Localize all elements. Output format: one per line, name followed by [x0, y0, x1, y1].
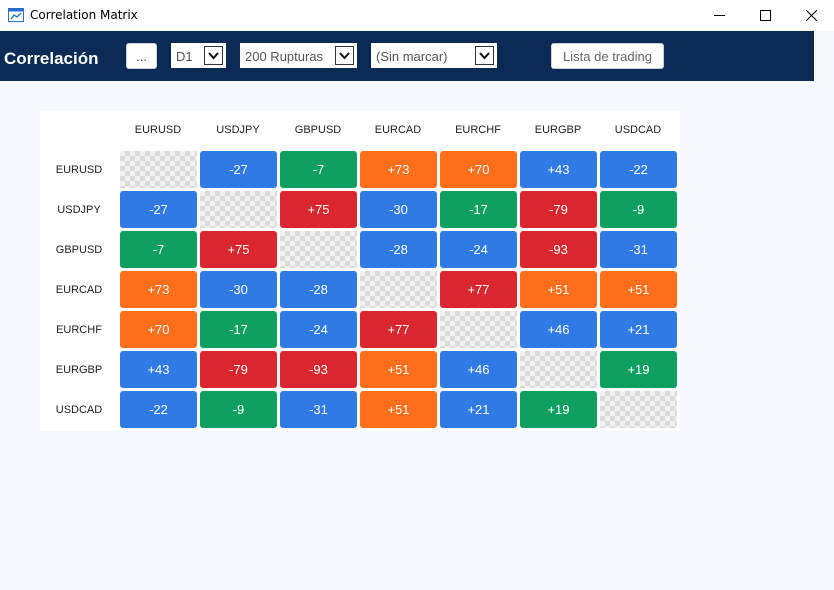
correlation-cell[interactable]: +46 — [520, 311, 597, 348]
minimize-icon — [713, 15, 725, 16]
correlation-cell — [200, 191, 277, 228]
bars-value: 200 Rupturas — [245, 49, 324, 64]
correlation-cell[interactable]: +51 — [360, 351, 437, 388]
correlation-cell[interactable]: +19 — [520, 391, 597, 428]
correlation-cell[interactable]: -93 — [280, 351, 357, 388]
timeframe-value: D1 — [176, 49, 193, 64]
correlation-cell[interactable]: +70 — [120, 311, 197, 348]
correlation-cell[interactable]: -24 — [280, 311, 357, 348]
column-header: GBPUSD — [294, 124, 342, 136]
correlation-cell[interactable]: -22 — [120, 391, 197, 428]
row-header: USDJPY — [57, 203, 101, 216]
correlation-cell[interactable]: +46 — [440, 351, 517, 388]
chevron-down-icon — [475, 46, 494, 65]
minimize-button[interactable] — [696, 0, 742, 31]
row-header: USDCAD — [55, 403, 103, 416]
correlation-cell[interactable]: -9 — [200, 391, 277, 428]
marker-select[interactable]: (Sin marcar) — [371, 43, 497, 68]
bars-select[interactable]: 200 Rupturas — [240, 43, 357, 68]
row-header: EURCHF — [56, 323, 102, 336]
correlation-cell — [120, 151, 197, 188]
trading-list-button[interactable]: Lista de trading — [551, 43, 664, 69]
correlation-cell[interactable]: +21 — [440, 391, 517, 428]
correlation-cell[interactable]: -24 — [440, 231, 517, 268]
toolbar: Correlación ... D1 200 Rupturas (Sin mar… — [0, 31, 814, 81]
correlation-cell — [600, 391, 677, 428]
maximize-button[interactable] — [742, 0, 788, 31]
timeframe-select[interactable]: D1 — [171, 43, 226, 68]
correlation-cell[interactable]: -28 — [360, 231, 437, 268]
correlation-cell[interactable]: +51 — [600, 271, 677, 308]
chevron-down-icon — [335, 46, 354, 65]
correlation-cell — [280, 231, 357, 268]
window-title: Correlation Matrix — [30, 8, 138, 22]
correlation-cell[interactable]: +77 — [360, 311, 437, 348]
correlation-cell[interactable]: -17 — [200, 311, 277, 348]
correlation-cell[interactable]: -7 — [280, 151, 357, 188]
correlation-cell[interactable]: +43 — [520, 151, 597, 188]
correlation-cell[interactable]: -17 — [440, 191, 517, 228]
row-header: EURUSD — [55, 163, 103, 176]
correlation-cell[interactable]: +77 — [440, 271, 517, 308]
correlation-cell[interactable]: -30 — [200, 271, 277, 308]
marker-value: (Sin marcar) — [376, 49, 448, 64]
correlation-cell[interactable]: +73 — [360, 151, 437, 188]
correlation-cell[interactable]: +43 — [120, 351, 197, 388]
chevron-down-icon — [204, 46, 223, 65]
correlation-cell[interactable]: -31 — [600, 231, 677, 268]
column-header: USDJPY — [216, 124, 260, 136]
correlation-cell[interactable]: +21 — [600, 311, 677, 348]
close-icon — [805, 10, 817, 21]
close-button[interactable] — [788, 0, 834, 31]
app-icon — [8, 8, 24, 22]
row-header: EURCAD — [55, 283, 103, 296]
correlation-cell[interactable]: +75 — [200, 231, 277, 268]
more-button[interactable]: ... — [126, 43, 157, 69]
column-header: EURUSD — [134, 124, 182, 136]
maximize-icon — [759, 10, 771, 21]
correlation-cell[interactable]: -27 — [200, 151, 277, 188]
correlation-cell — [520, 351, 597, 388]
correlation-cell[interactable]: -28 — [280, 271, 357, 308]
correlation-cell[interactable]: -79 — [200, 351, 277, 388]
correlation-cell[interactable]: +73 — [120, 271, 197, 308]
correlation-cell[interactable]: +19 — [600, 351, 677, 388]
correlation-cell[interactable]: -93 — [520, 231, 597, 268]
correlation-cell[interactable]: +75 — [280, 191, 357, 228]
correlation-cell — [360, 271, 437, 308]
column-header: EURCHF — [455, 124, 501, 136]
toolbar-title: Correlación — [4, 49, 99, 68]
correlation-cell[interactable]: -7 — [120, 231, 197, 268]
correlation-cell[interactable]: -31 — [280, 391, 357, 428]
correlation-cell[interactable]: +70 — [440, 151, 517, 188]
column-header: EURGBP — [534, 124, 582, 136]
row-header: EURGBP — [55, 363, 103, 376]
correlation-cell[interactable]: -79 — [520, 191, 597, 228]
correlation-cell[interactable]: -22 — [600, 151, 677, 188]
column-header: EURCAD — [374, 124, 422, 136]
window-titlebar: Correlation Matrix — [0, 0, 834, 31]
correlation-cell[interactable]: +51 — [360, 391, 437, 428]
row-header: GBPUSD — [55, 243, 103, 256]
column-header: USDCAD — [614, 124, 662, 136]
correlation-cell — [440, 311, 517, 348]
correlation-cell[interactable]: -9 — [600, 191, 677, 228]
correlation-cell[interactable]: -30 — [360, 191, 437, 228]
correlation-cell[interactable]: -27 — [120, 191, 197, 228]
correlation-cell[interactable]: +51 — [520, 271, 597, 308]
